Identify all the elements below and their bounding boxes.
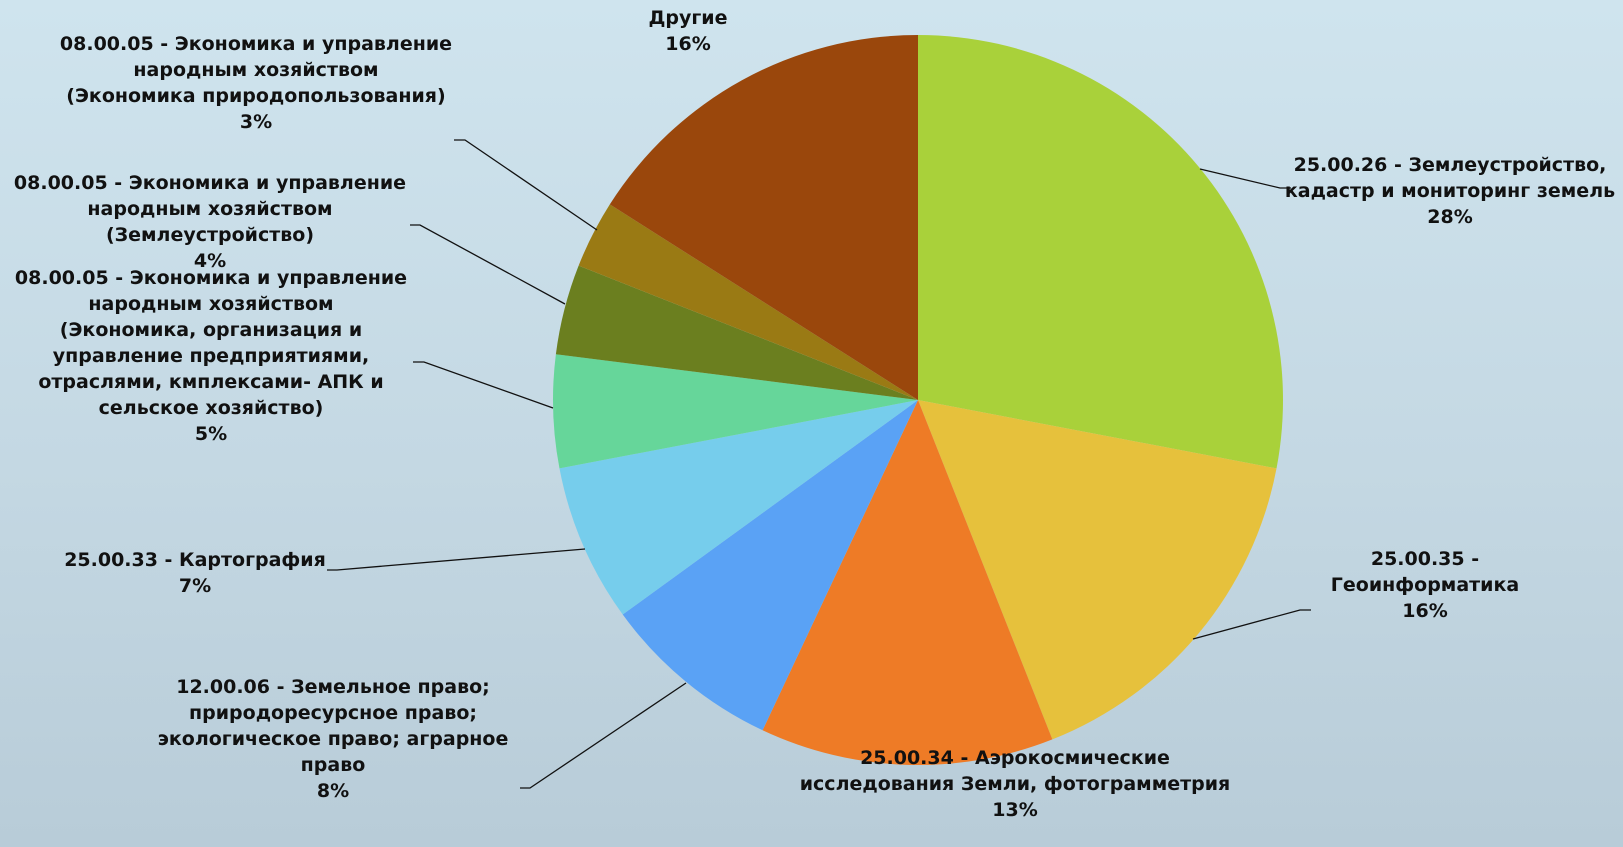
pie-slice-6 — [553, 354, 918, 469]
slice-value-label-4: 8% — [317, 780, 349, 802]
slice-label-5: 25.00.33 - Картография 7% — [64, 549, 326, 597]
leader-line-4 — [520, 682, 687, 789]
pie-slice-9 — [609, 35, 918, 400]
slice-value-label-5: 7% — [179, 575, 211, 597]
slice-value-label-3: 13% — [992, 799, 1037, 821]
slice-label-4: 12.00.06 - Земельное право; природоресурс… — [158, 676, 509, 802]
slice-value-label-6: 5% — [195, 423, 227, 445]
pie-slice-7 — [555, 265, 918, 400]
slice-value-label-9: 16% — [665, 33, 710, 55]
leader-line-1 — [1199, 168, 1291, 189]
slice-label-1: 25.00.26 - Землеустройство, кадастр и мон… — [1285, 154, 1615, 228]
slice-value-label-8: 3% — [240, 111, 272, 133]
slice-value-label-2: 16% — [1402, 600, 1447, 622]
slice-value-label-7: 4% — [194, 250, 226, 272]
leader-line-6 — [413, 361, 554, 409]
slice-label-2: 25.00.35 -Геоинформатика 16% — [1331, 548, 1519, 622]
slice-label-8: 08.00.05 - Экономика и управление народны… — [60, 33, 452, 133]
pie-slice-8 — [578, 204, 918, 400]
slice-label-9: Другие 16% — [648, 7, 727, 55]
slice-label-6: 08.00.05 - Экономика и управление народны… — [15, 267, 407, 445]
leader-line-8 — [454, 139, 598, 231]
pie-slice-5 — [559, 400, 918, 615]
slice-value-label-1: 28% — [1427, 206, 1472, 228]
pie-slice-3 — [762, 400, 1053, 766]
leader-line-2 — [1192, 609, 1311, 640]
pie-slice-4 — [622, 400, 918, 731]
leader-line-7 — [410, 224, 566, 305]
pie-slice-1 — [918, 35, 1283, 469]
slice-label-7: 08.00.05 - Экономика и управление народны… — [14, 172, 406, 272]
leader-line-5 — [327, 548, 586, 571]
pie-slice-2 — [918, 400, 1277, 740]
slice-label-3: 25.00.34 - Аэрокосмические исследования З… — [800, 747, 1231, 821]
